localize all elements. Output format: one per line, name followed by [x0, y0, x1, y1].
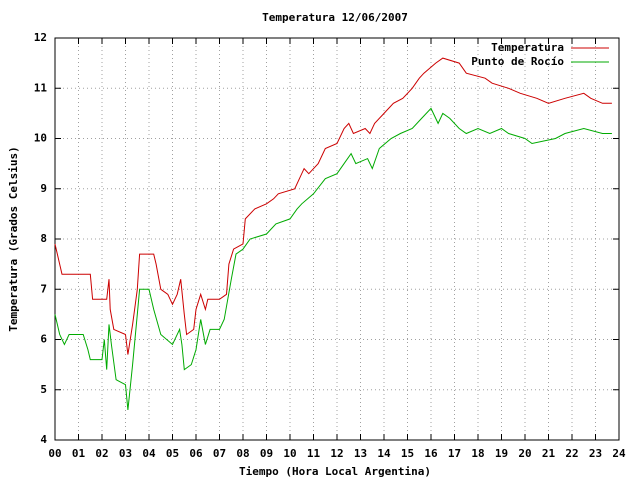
y-tick-label: 7	[40, 282, 47, 295]
x-tick-label: 21	[542, 447, 556, 460]
x-tick-label: 10	[283, 447, 296, 460]
x-tick-label: 13	[354, 447, 367, 460]
x-tick-label: 02	[95, 447, 108, 460]
plot-border	[54, 37, 620, 441]
y-tick-label: 12	[34, 31, 47, 44]
x-tick-label: 19	[495, 447, 508, 460]
y-tick-label: 11	[34, 81, 48, 94]
x-tick-label: 14	[377, 447, 391, 460]
y-tick-label: 10	[34, 132, 47, 145]
x-tick-label: 05	[166, 447, 179, 460]
x-tick-label: 06	[189, 447, 203, 460]
y-tick-label: 9	[40, 182, 47, 195]
x-tick-label: 03	[119, 447, 132, 460]
x-tick-label: 23	[589, 447, 602, 460]
x-tick-label: 00	[48, 447, 61, 460]
chart-title: Temperatura 12/06/2007	[262, 11, 408, 24]
x-axis-label: Tiempo (Hora Local Argentina)	[239, 465, 431, 478]
x-tick-label: 11	[307, 447, 321, 460]
y-axis-label: Temperatura (Grados Celsius)	[7, 146, 20, 331]
series-line	[54, 57, 612, 355]
x-tick-label: 04	[142, 447, 156, 460]
x-tick-label: 24	[612, 447, 626, 460]
x-tick-label: 17	[448, 447, 461, 460]
legend-label: Temperatura	[491, 41, 564, 54]
series-line	[54, 107, 612, 410]
y-tick-label: 5	[40, 383, 47, 396]
x-tick-label: 22	[565, 447, 578, 460]
x-tick-label: 16	[424, 447, 438, 460]
x-tick-label: 09	[260, 447, 273, 460]
y-tick-label: 6	[40, 333, 47, 346]
x-tick-label: 07	[213, 447, 226, 460]
x-tick-label: 12	[330, 447, 343, 460]
x-tick-label: 08	[236, 447, 249, 460]
legend-label: Punto de Rocío	[471, 55, 564, 68]
x-tick-label: 15	[401, 447, 414, 460]
y-tick-label: 8	[40, 232, 47, 245]
x-tick-label: 18	[471, 447, 484, 460]
x-tick-label: 20	[518, 447, 531, 460]
x-tick-label: 01	[72, 447, 86, 460]
y-tick-label: 4	[40, 433, 47, 446]
